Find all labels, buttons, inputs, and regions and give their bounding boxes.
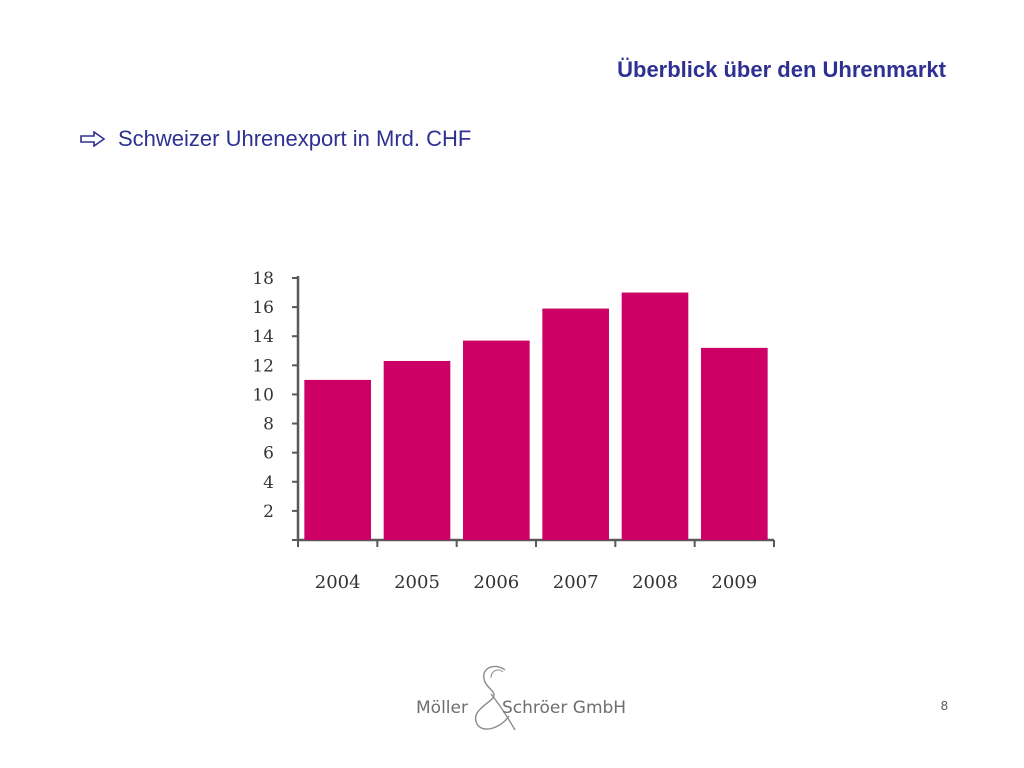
x-tick-label: 2005 [394, 572, 440, 593]
x-tick-label: 2006 [473, 572, 519, 593]
y-tick-label: 18 [252, 269, 274, 289]
bar-2007 [542, 308, 609, 540]
bar-chart: 2 4 6 8 10 12 14 16 18 2004 2005 2006 2007 2008 2009 [252, 269, 775, 593]
logo-text-right: Schröer GmbH [502, 698, 627, 718]
y-tick-label: 6 [263, 444, 274, 464]
bullet-text: Schweizer Uhrenexport in Mrd. CHF [118, 126, 472, 151]
y-tick-label: 10 [252, 385, 274, 405]
bar-2008 [621, 292, 689, 540]
bar-2006 [463, 340, 530, 540]
y-tick-label: 16 [252, 298, 274, 318]
bullet-item: Schweizer Uhrenexport in Mrd. CHF [80, 126, 471, 152]
y-tick-label: 12 [252, 356, 274, 376]
x-tick-label: 2009 [711, 572, 757, 593]
page-number: 8 [940, 698, 948, 713]
company-logo: Möller Schröer GmbH [414, 664, 627, 734]
bar-2005 [383, 360, 451, 540]
ampersand-icon [474, 665, 516, 731]
arrow-right-icon [80, 131, 106, 147]
y-tick-label: 4 [263, 473, 274, 493]
y-tick-label: 8 [263, 415, 274, 435]
bar-2004 [304, 379, 371, 540]
y-tick-label: 14 [252, 327, 274, 347]
x-tick-label: 2008 [632, 572, 678, 593]
bar-2009 [701, 347, 768, 540]
slide-title: Überblick über den Uhrenmarkt [617, 57, 946, 82]
x-tick-label: 2007 [553, 572, 599, 593]
x-tick-label: 2004 [315, 572, 361, 593]
logo-text-left: Möller [416, 698, 468, 718]
y-tick-label: 2 [263, 502, 274, 522]
